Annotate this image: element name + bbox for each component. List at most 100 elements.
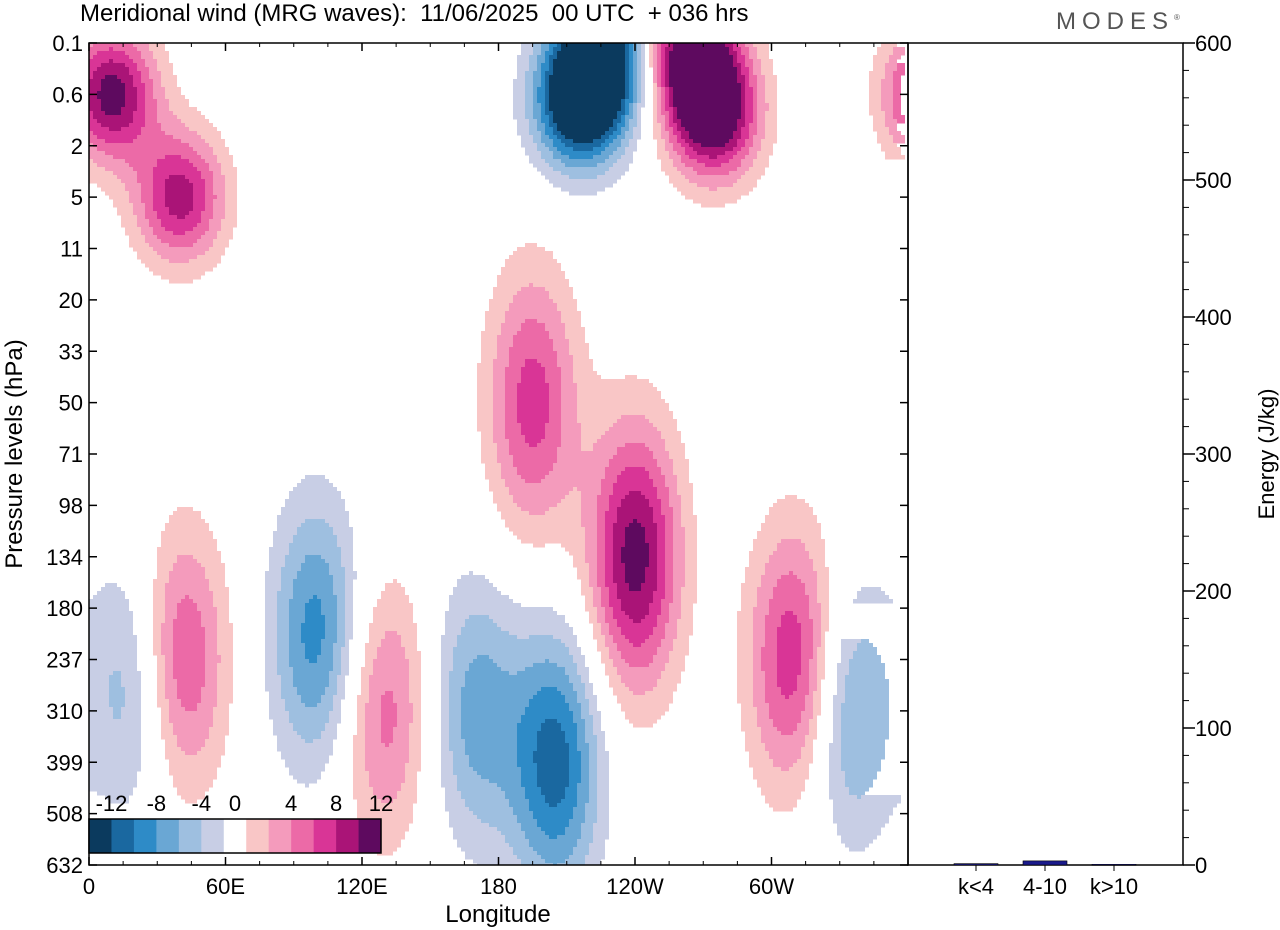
contour-cell — [105, 111, 121, 116]
contour-cell — [89, 767, 141, 772]
contour-cell — [293, 679, 329, 684]
contour-cell — [549, 403, 561, 408]
contour-cell — [329, 571, 345, 576]
contour-cell — [589, 767, 597, 772]
contour-cell — [725, 143, 737, 148]
contour-cell — [177, 787, 209, 792]
contour-cell — [845, 699, 889, 704]
contour-cell — [157, 103, 169, 108]
contour-cell — [329, 715, 341, 720]
contour-cell — [489, 655, 573, 660]
contour-cell — [509, 359, 525, 364]
contour-cell — [201, 171, 213, 176]
contour-cell — [737, 615, 753, 620]
contour-cell — [581, 435, 601, 440]
contour-cell — [741, 715, 757, 720]
contour-cell — [893, 107, 901, 112]
contour-cell — [817, 663, 825, 668]
contour-cell — [533, 847, 573, 852]
contour-cell — [185, 751, 197, 756]
contour-cell — [589, 755, 597, 760]
contour-cell — [457, 779, 489, 784]
contour-cell — [633, 107, 637, 112]
contour-cell — [841, 647, 857, 652]
contour-cell — [89, 99, 101, 104]
contour-cell — [277, 639, 289, 644]
contour-cell — [153, 603, 165, 608]
contour-cell — [101, 87, 125, 92]
contour-cell — [605, 171, 625, 176]
contour-cell — [745, 747, 765, 752]
contour-cell — [569, 647, 581, 652]
contour-cell — [621, 131, 625, 136]
contour-cell — [217, 159, 233, 164]
contour-cell — [441, 675, 449, 680]
contour-cell — [597, 175, 621, 180]
contour-cell — [673, 107, 677, 112]
contour-cell — [741, 595, 757, 600]
contour-cell — [293, 671, 329, 676]
contour-cell — [221, 659, 233, 664]
contour-cell — [769, 751, 801, 756]
contour-cell — [597, 735, 605, 740]
contour-cell — [597, 791, 609, 796]
contour-cell — [453, 835, 505, 840]
contour-cell — [325, 615, 337, 620]
contour-cell — [813, 559, 825, 564]
contour-cell — [461, 715, 521, 720]
contour-cell — [849, 671, 885, 676]
contour-cell — [201, 615, 217, 620]
contour-cell — [641, 523, 657, 528]
contour-cell — [833, 719, 841, 724]
contour-cell — [513, 807, 529, 812]
contour-cell — [841, 767, 881, 772]
contour-cell — [653, 63, 657, 68]
contour-cell — [213, 715, 229, 720]
contour-cell — [189, 159, 205, 164]
contour-cell — [661, 467, 673, 472]
contour-cell — [301, 639, 321, 644]
contour-cell — [525, 831, 545, 836]
contour-cell — [869, 75, 885, 80]
contour-cell — [677, 127, 685, 132]
contour-cell — [525, 363, 541, 368]
contour-cell — [837, 663, 849, 668]
contour-cell — [265, 579, 281, 584]
contour-cell — [841, 659, 849, 664]
contour-cell — [577, 671, 589, 676]
contour-cell — [837, 671, 849, 676]
contour-cell — [565, 331, 585, 336]
contour-cell — [277, 619, 289, 624]
contour-cell — [381, 799, 393, 804]
contour-cell — [769, 607, 809, 612]
contour-cell — [321, 639, 337, 644]
contour-cell — [89, 779, 137, 784]
contour-cell — [833, 819, 889, 824]
contour-cell — [745, 55, 749, 60]
contour-cell — [197, 239, 213, 244]
contour-cell — [265, 615, 277, 620]
contour-cell — [277, 627, 289, 632]
contour-cell — [289, 711, 329, 716]
contour-cell — [613, 487, 657, 492]
contour-cell — [629, 103, 633, 108]
contour-cell — [101, 63, 125, 68]
contour-cell — [517, 407, 549, 412]
contour-cell — [477, 415, 493, 420]
contour-cell — [745, 107, 753, 112]
contour-cell — [549, 107, 621, 112]
contour-cell — [673, 535, 685, 540]
contour-cell — [661, 87, 665, 92]
contour-cell — [753, 695, 765, 700]
contour-cell — [661, 607, 669, 612]
contour-cell — [665, 447, 685, 452]
contour-cell — [113, 203, 133, 208]
contour-cell — [653, 71, 657, 76]
contour-cell — [753, 703, 769, 708]
contour-cell — [577, 739, 585, 744]
contour-cell — [393, 691, 409, 696]
contour-cell — [781, 691, 793, 696]
contour-cell — [577, 387, 657, 392]
contour-cell — [509, 363, 525, 368]
contour-cell — [801, 647, 813, 652]
